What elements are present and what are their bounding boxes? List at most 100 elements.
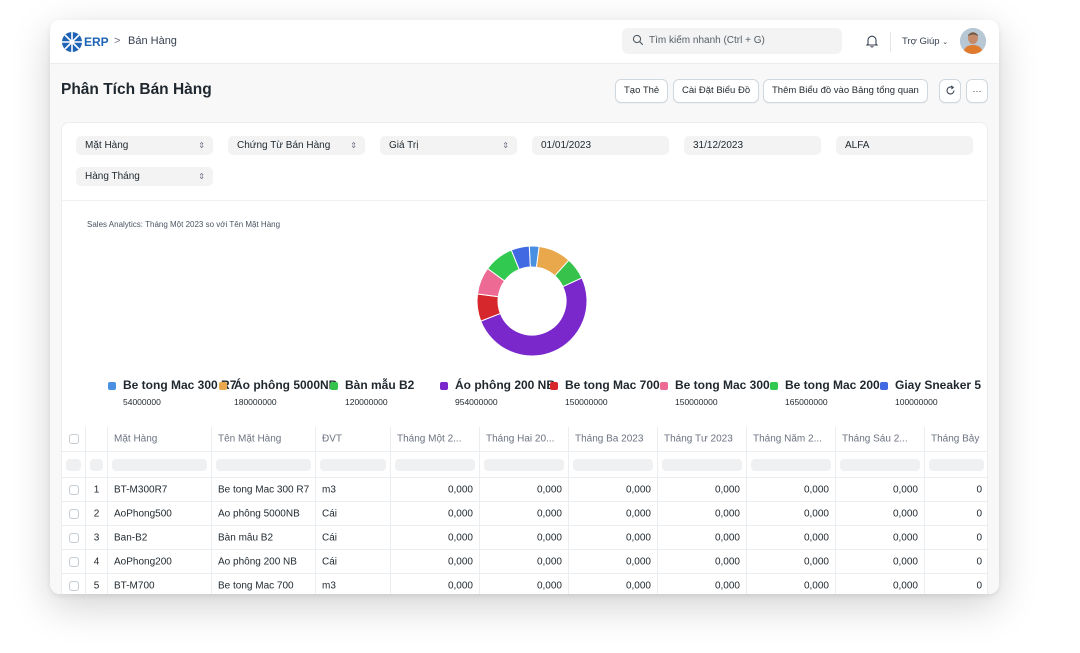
column-header[interactable]: Tháng Một 2... [391, 427, 480, 451]
item-code-cell[interactable]: BT-M300R7 [108, 478, 212, 501]
table-row[interactable]: 4 AoPhong200 Áo phông 200 NB Cái 0,000 0,000 0… [62, 550, 987, 574]
select-all-checkbox[interactable] [69, 434, 79, 444]
item-name-cell[interactable]: Áo phông 200 NB [212, 550, 316, 573]
column-filter-input[interactable] [484, 459, 564, 471]
column-filter-input[interactable] [662, 459, 742, 471]
item-name-cell[interactable]: Bàn mẫu B2 [212, 526, 316, 549]
column-filter-input[interactable] [751, 459, 831, 471]
column-filter-cell[interactable] [480, 452, 569, 477]
row-checkbox[interactable] [69, 508, 79, 519]
month-value-cell[interactable]: 0,000 [836, 550, 925, 573]
doc-type-select[interactable]: Chứng Từ Bán Hàng ⇕ [228, 136, 365, 155]
column-filter-cell[interactable] [108, 452, 212, 477]
month-value-cell[interactable]: 0,000 [658, 574, 747, 594]
column-filter-input[interactable] [90, 459, 103, 471]
search-input[interactable]: Tìm kiếm nhanh (Ctrl + G) [649, 35, 765, 46]
month-value-cell[interactable]: 0,000 [836, 478, 925, 501]
donut-slice[interactable] [480, 277, 588, 357]
avatar[interactable] [960, 28, 986, 54]
column-header[interactable]: Tháng Tư 2023 [658, 427, 747, 451]
company-input[interactable]: ALFA [836, 136, 973, 155]
row-select-cell[interactable] [62, 550, 86, 573]
row-checkbox[interactable] [69, 580, 79, 591]
table-row[interactable]: 2 AoPhong500 Áo phông 5000NB Cái 0,000 0,000 0… [62, 502, 987, 526]
row-select-cell[interactable] [62, 574, 86, 594]
item-code-cell[interactable]: BT-M700 [108, 574, 212, 594]
column-filter-input[interactable] [573, 459, 653, 471]
column-filter-input[interactable] [929, 459, 984, 471]
add-to-dashboard-button[interactable]: Thêm Biểu đồ vào Bảng tổng quan [763, 79, 928, 103]
month-value-cell[interactable]: 0,000 [569, 478, 658, 501]
month-value-cell[interactable]: 0,000 [569, 550, 658, 573]
column-filter-input[interactable] [112, 459, 207, 471]
month-value-cell[interactable]: 0 [925, 502, 987, 525]
to-date-input[interactable]: 31/12/2023 [684, 136, 821, 155]
month-value-cell[interactable]: 0,000 [836, 502, 925, 525]
search-bar[interactable]: Tìm kiếm nhanh (Ctrl + G) [622, 28, 842, 54]
month-value-cell[interactable]: 0,000 [480, 526, 569, 549]
item-name-cell[interactable]: Be tong Mac 300 R7 [212, 478, 316, 501]
row-select-cell[interactable] [62, 478, 86, 501]
item-code-cell[interactable]: AoPhong500 [108, 502, 212, 525]
month-value-cell[interactable]: 0,000 [658, 502, 747, 525]
month-value-cell[interactable]: 0,000 [747, 574, 836, 594]
column-filter-input[interactable] [840, 459, 920, 471]
column-filter-input[interactable] [395, 459, 475, 471]
month-value-cell[interactable]: 0,000 [391, 550, 480, 573]
erp-logo-icon[interactable] [61, 31, 83, 53]
uom-cell[interactable]: Cái [316, 550, 391, 573]
from-date-input[interactable]: 01/01/2023 [532, 136, 669, 155]
column-filter-input[interactable] [320, 459, 386, 471]
column-filter-cell[interactable] [316, 452, 391, 477]
chart-settings-button[interactable]: Cài Đặt Biểu Đồ [673, 79, 760, 103]
select-all-cell[interactable] [62, 427, 86, 451]
month-value-cell[interactable]: 0,000 [569, 502, 658, 525]
column-header[interactable]: Mặt Hàng [108, 427, 212, 451]
range-select[interactable]: Hàng Tháng ⇕ [76, 167, 213, 186]
month-value-cell[interactable]: 0,000 [391, 526, 480, 549]
item-name-cell[interactable]: Áo phông 5000NB [212, 502, 316, 525]
month-value-cell[interactable]: 0,000 [658, 526, 747, 549]
refresh-button[interactable] [939, 79, 961, 103]
item-code-cell[interactable]: AoPhong200 [108, 550, 212, 573]
month-value-cell[interactable]: 0,000 [658, 550, 747, 573]
item-code-cell[interactable]: Ban-B2 [108, 526, 212, 549]
month-value-cell[interactable]: 0,000 [836, 526, 925, 549]
month-value-cell[interactable]: 0,000 [391, 502, 480, 525]
column-filter-cell[interactable] [747, 452, 836, 477]
bell-icon[interactable] [865, 34, 879, 48]
column-header[interactable]: Tháng Năm 2... [747, 427, 836, 451]
uom-cell[interactable]: Cái [316, 502, 391, 525]
month-value-cell[interactable]: 0 [925, 478, 987, 501]
uom-cell[interactable]: m3 [316, 478, 391, 501]
row-select-cell[interactable] [62, 502, 86, 525]
month-value-cell[interactable]: 0,000 [480, 550, 569, 573]
column-filter-cell[interactable] [836, 452, 925, 477]
more-actions-button[interactable]: ··· [966, 79, 988, 103]
column-filter-cell[interactable] [391, 452, 480, 477]
month-value-cell[interactable]: 0,000 [569, 574, 658, 594]
row-select-cell[interactable] [62, 526, 86, 549]
row-checkbox[interactable] [69, 556, 79, 567]
month-value-cell[interactable]: 0 [925, 574, 987, 594]
uom-cell[interactable]: Cái [316, 526, 391, 549]
column-filter-cell[interactable] [569, 452, 658, 477]
table-row[interactable]: 3 Ban-B2 Bàn mẫu B2 Cái 0,000 0,000 0,000 0,000… [62, 526, 987, 550]
uom-cell[interactable]: m3 [316, 574, 391, 594]
month-value-cell[interactable]: 0,000 [569, 526, 658, 549]
help-dropdown[interactable]: Trợ Giúp ⌄ [902, 36, 948, 47]
logo-text[interactable]: ERP [84, 35, 109, 49]
month-value-cell[interactable]: 0,000 [747, 478, 836, 501]
donut-slice[interactable] [510, 245, 531, 271]
item-name-cell[interactable]: Be tong Mac 700 [212, 574, 316, 594]
month-value-cell[interactable]: 0,000 [747, 526, 836, 549]
month-value-cell[interactable]: 0,000 [480, 574, 569, 594]
table-row[interactable]: 5 BT-M700 Be tong Mac 700 m3 0,000 0,000 0,000… [62, 574, 987, 594]
column-filter-input[interactable] [216, 459, 311, 471]
column-header[interactable]: Tên Mặt Hàng [212, 427, 316, 451]
month-value-cell[interactable]: 0,000 [747, 550, 836, 573]
column-filter-cell[interactable] [925, 452, 987, 477]
create-card-button[interactable]: Tạo Thẻ [615, 79, 669, 103]
month-value-cell[interactable]: 0,000 [391, 574, 480, 594]
column-filter-cell[interactable] [62, 452, 86, 477]
